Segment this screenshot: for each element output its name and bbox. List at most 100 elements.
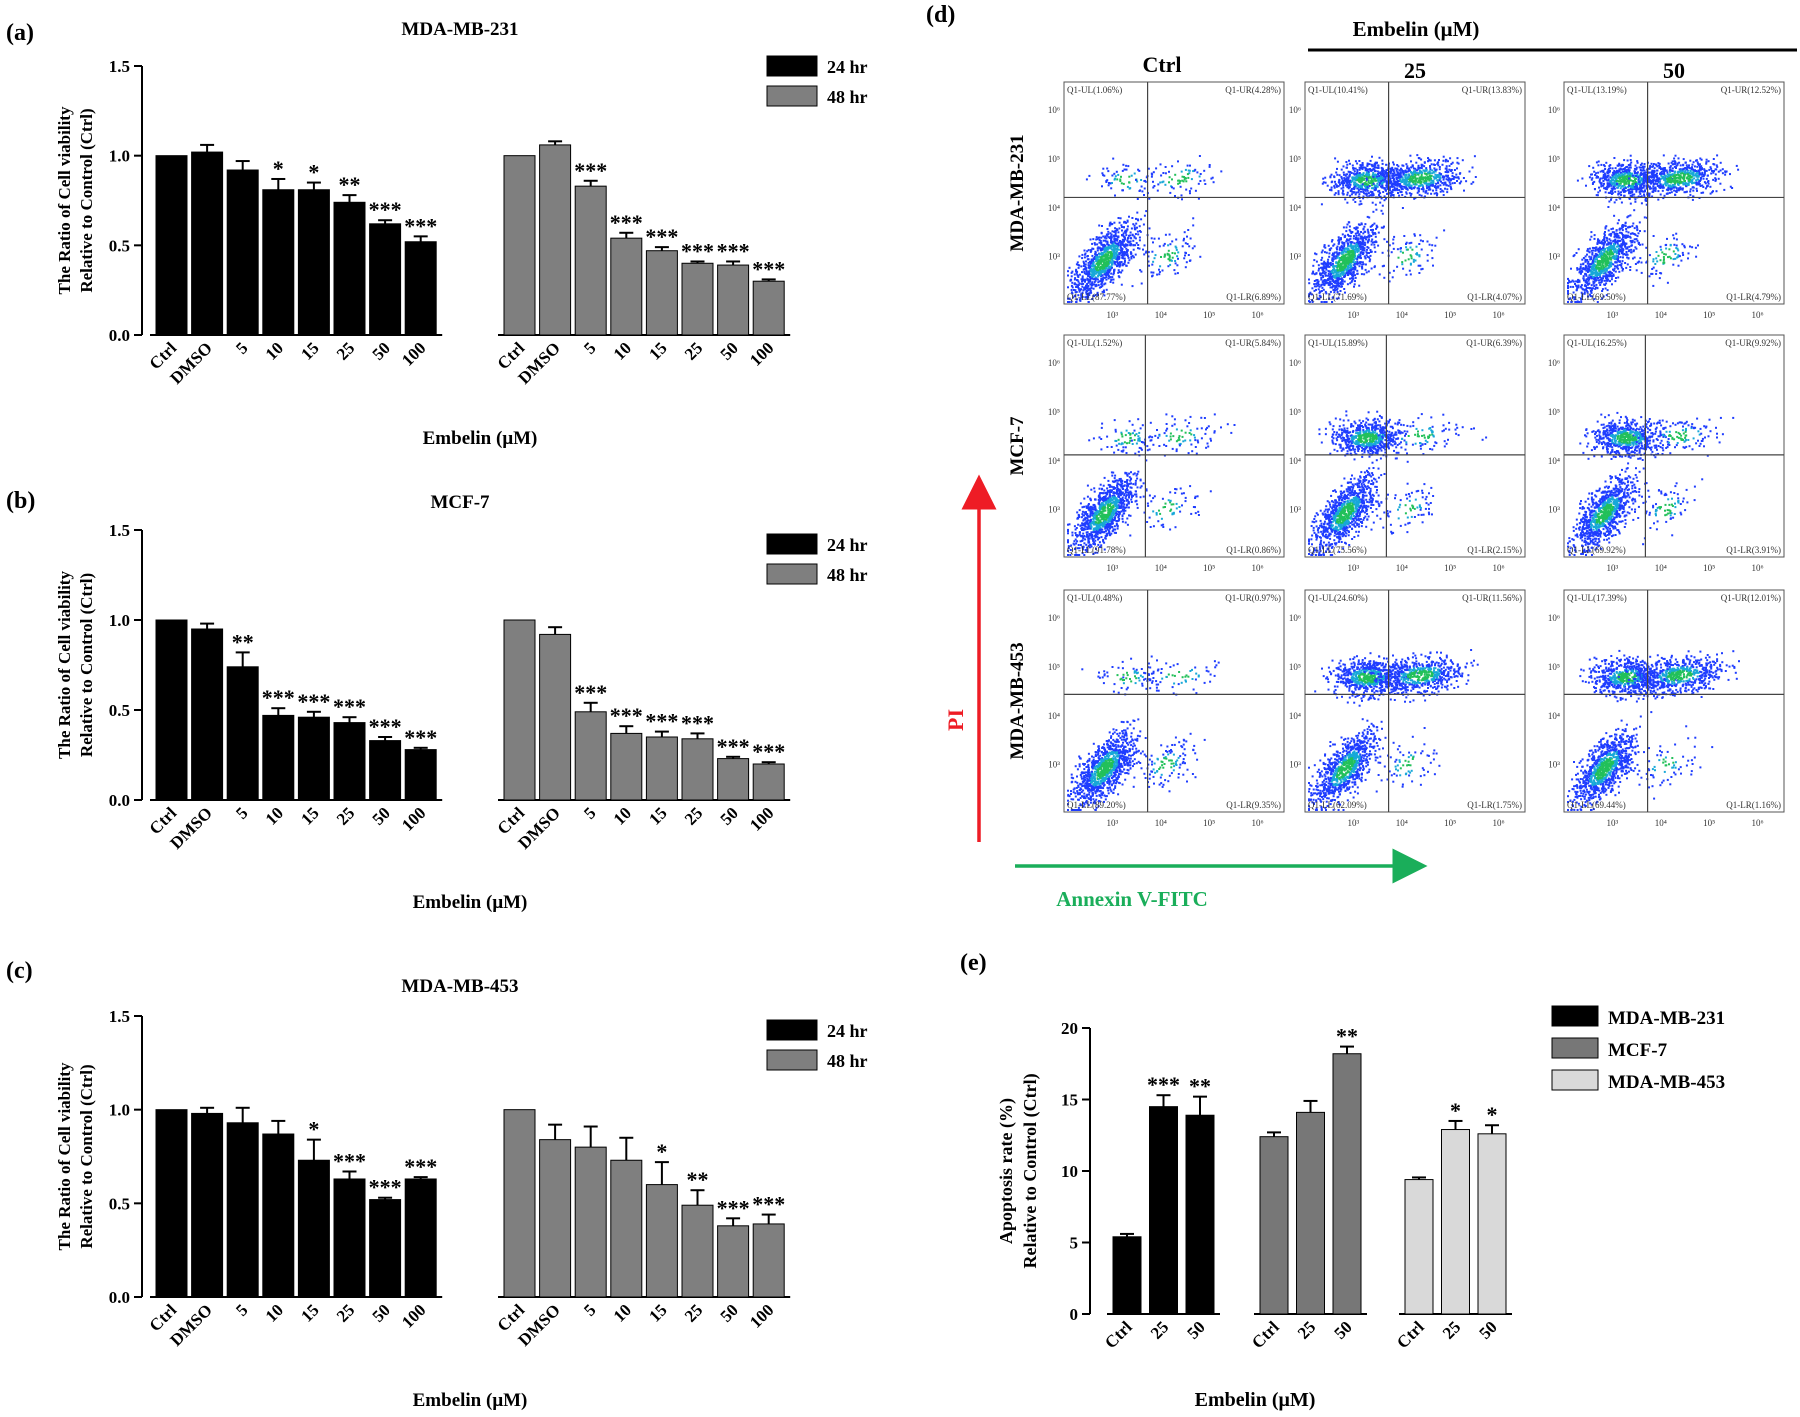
flow-event-dot <box>1331 174 1333 176</box>
chart-c-y-label: Relative to Control (Ctrl) <box>77 1064 96 1248</box>
flow-event-dot <box>1085 285 1087 287</box>
flow-event-dot <box>1472 167 1474 169</box>
chart-a-bar <box>504 156 535 335</box>
flow-quadrant-lr: Q1-LR(6.89%) <box>1226 292 1281 302</box>
flow-event-dot <box>1318 270 1320 272</box>
flow-event-dot <box>1443 229 1445 231</box>
flow-event-dot <box>1342 243 1344 245</box>
flow-event-dot <box>1618 271 1620 273</box>
flow-event-dot <box>1590 258 1592 260</box>
flow-event-dot <box>1604 268 1606 270</box>
flow-event-dot <box>1139 230 1141 232</box>
flow-event-dot <box>1389 187 1391 189</box>
flow-event-dot <box>1634 246 1636 248</box>
flow-event-dot <box>1431 169 1433 171</box>
flow-event-dot <box>1427 260 1429 262</box>
flow-event-dot <box>1366 165 1368 167</box>
flow-event-dot <box>1339 278 1341 280</box>
flow-event-dot <box>1368 232 1370 234</box>
flow-event-dot <box>1400 175 1402 177</box>
flow-event-dot <box>1355 238 1357 240</box>
flow-event-dot <box>1177 160 1179 162</box>
flow-event-dot <box>1474 155 1476 157</box>
flow-event-dot <box>1134 225 1136 227</box>
flow-event-dot <box>1396 170 1398 172</box>
flow-event-dot <box>1354 201 1356 203</box>
flow-event-dot <box>1330 264 1332 266</box>
flow-event-dot <box>1340 286 1342 288</box>
flow-event-dot <box>1456 180 1458 182</box>
flow-event-dot <box>1596 254 1598 256</box>
flow-event-dot <box>1356 258 1358 260</box>
flow-event-dot <box>1176 264 1178 266</box>
flow-event-dot <box>1429 166 1431 168</box>
flow-event-dot <box>1086 283 1088 285</box>
flow-event-dot <box>1355 233 1357 235</box>
chart-b-y-label: The Ratio of Cell viability <box>55 571 74 759</box>
flow-event-dot <box>1128 241 1130 243</box>
flow-event-dot <box>1609 264 1611 266</box>
flow-event-dot <box>1361 273 1363 275</box>
flow-event-dot <box>1604 248 1606 250</box>
flow-event-dot <box>1406 242 1408 244</box>
flow-event-dot <box>1168 181 1170 183</box>
flow-event-dot <box>1338 190 1340 192</box>
flow-event-dot <box>1620 249 1622 251</box>
flow-event-dot <box>1604 284 1606 286</box>
chart-b-y-tick-label: 1.5 <box>109 521 130 540</box>
flow-event-dot <box>1115 175 1117 177</box>
flow-event-dot <box>1397 165 1399 167</box>
flow-event-dot <box>1157 190 1159 192</box>
flow-event-dot <box>1596 277 1598 279</box>
flow-event-dot <box>1355 235 1357 237</box>
flow-event-dot <box>1450 187 1452 189</box>
flow-event-dot <box>1339 182 1341 184</box>
flow-event-dot <box>1585 280 1587 282</box>
flow-event-dot <box>1382 179 1384 181</box>
flow-event-dot <box>1137 218 1139 220</box>
chart-a-x-label: Embelin (μM) <box>423 428 538 449</box>
flow-event-dot <box>1350 263 1352 265</box>
flow-event-dot <box>1160 163 1162 165</box>
flow-event-dot <box>1423 165 1425 167</box>
flow-event-dot <box>1430 180 1432 182</box>
flow-event-dot <box>1622 260 1624 262</box>
flow-event-dot <box>1122 257 1124 259</box>
flow-event-dot <box>1409 182 1411 184</box>
flow-event-dot <box>1125 230 1127 232</box>
flow-event-dot <box>1583 275 1585 277</box>
flow-event-dot <box>1368 192 1370 194</box>
chart-b-bar <box>227 667 258 800</box>
flow-event-dot <box>1177 258 1179 260</box>
flow-event-dot <box>1373 223 1375 225</box>
flow-event-dot <box>1135 237 1137 239</box>
chart-a-sig-mark: *** <box>610 210 643 235</box>
flow-quadrant-ur: Q1-UR(13.83%) <box>1462 85 1522 95</box>
flow-event-dot <box>1151 264 1153 266</box>
flow-event-dot <box>1442 164 1444 166</box>
flow-event-dot <box>1095 239 1097 241</box>
flow-event-dot <box>1192 217 1194 219</box>
flow-event-dot <box>1164 255 1166 257</box>
flow-event-dot <box>1360 231 1362 233</box>
chart-b-y-tick-label: 0.0 <box>109 791 130 810</box>
flow-event-dot <box>1107 170 1109 172</box>
flow-event-dot <box>1636 228 1638 230</box>
chart-a-y-tick-label: 1.0 <box>109 147 130 166</box>
flow-event-dot <box>1351 280 1353 282</box>
flow-event-dot <box>1335 255 1337 257</box>
chart-b-title: MCF-7 <box>430 492 490 513</box>
flow-event-dot <box>1099 247 1101 249</box>
flow-event-dot <box>1469 171 1471 173</box>
flow-event-dot <box>1592 273 1594 275</box>
flow-event-dot <box>1183 176 1185 178</box>
flow-event-dot <box>1112 282 1114 284</box>
flow-event-dot <box>1325 274 1327 276</box>
flow-event-dot <box>1636 167 1638 169</box>
flow-event-dot <box>1171 165 1173 167</box>
flow-event-dot <box>1382 205 1384 207</box>
flow-event-dot <box>1199 256 1201 258</box>
flow-event-dot <box>1169 234 1171 236</box>
chart-a-x-tick-label: 100 <box>398 338 429 369</box>
